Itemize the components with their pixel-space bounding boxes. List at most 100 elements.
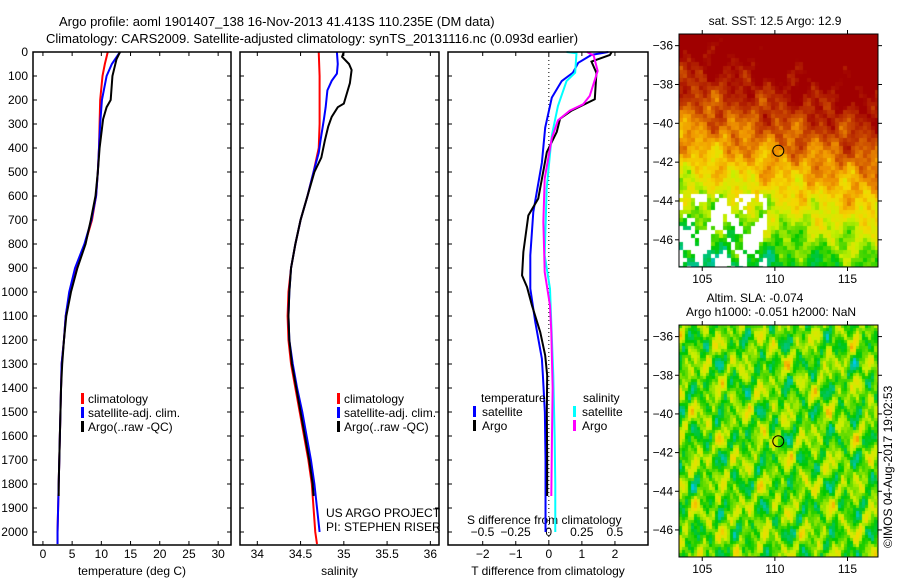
s-tick-label: −0.5 [471, 525, 495, 539]
plot-frame [447, 51, 649, 546]
x-tick-label: 0 [545, 547, 552, 561]
map-y-tick-label: −46 [653, 233, 674, 247]
map-y-tick-label: −44 [653, 194, 674, 208]
map-y-tick-label: −36 [653, 330, 674, 344]
sla-map [679, 325, 878, 557]
y-tick-label: 1000 [1, 285, 28, 299]
y-tick-label: 800 [8, 237, 28, 251]
legend-label: Argo [482, 419, 508, 433]
x-tick-label: 15 [124, 547, 138, 561]
sst-map [679, 34, 878, 267]
legend-swatch [81, 407, 84, 418]
legend-swatch [337, 407, 340, 418]
credit-project: US ARGO PROJECT [326, 506, 441, 520]
legend-swatch [337, 393, 340, 404]
s-tick-label: −0.25 [500, 525, 531, 539]
series-line [287, 51, 353, 497]
map-y-tick-label: −38 [653, 368, 674, 382]
x-tick-label: 10 [95, 547, 109, 561]
plot-frame [239, 51, 440, 546]
x-tick-label: 35.5 [375, 547, 399, 561]
map-x-tick-label: 115 [838, 272, 857, 286]
legend-swatch [337, 421, 340, 432]
legend-label: Argo(..raw -QC) [88, 420, 173, 434]
x-tick-label: 30 [211, 547, 225, 561]
x-tick-label: 0 [40, 547, 47, 561]
timestamp: ©IMOS 04-Aug-2017 19:02:53 [881, 385, 895, 548]
y-tick-label: 700 [8, 213, 28, 227]
y-tick-label: 600 [8, 189, 28, 203]
x-tick-label: 2 [612, 547, 619, 561]
title-line-2: Climatology: CARS2009. Satellite-adjuste… [46, 31, 578, 46]
map-y-tick-label: −46 [653, 523, 674, 537]
x-tick-label: −1 [509, 547, 523, 561]
y-tick-label: 1600 [1, 429, 28, 443]
y-tick-label: 100 [8, 69, 28, 83]
legend-header: temperature [481, 391, 546, 405]
series-line [287, 51, 339, 533]
y-tick-label: 1900 [1, 501, 28, 515]
series-line [56, 51, 121, 544]
legend-label: satellite-adj. clim. [344, 406, 436, 420]
x-tick-label: 5 [69, 547, 76, 561]
legend-label: satellite [482, 405, 523, 419]
series-line [529, 51, 609, 532]
s-tick-label: 0.25 [570, 525, 594, 539]
y-tick-label: 1800 [1, 477, 28, 491]
series-line [543, 51, 578, 532]
legend-swatch [473, 406, 476, 417]
s-tick-label: 0 [545, 525, 552, 539]
map-y-tick-label: −40 [653, 116, 674, 130]
series-line [521, 51, 613, 496]
legend-header: salinity [583, 391, 620, 405]
legend-label: climatology [344, 392, 404, 406]
y-tick-label: 200 [8, 93, 28, 107]
s-tick-label: 0.5 [607, 525, 624, 539]
y-tick-label: 0 [21, 45, 28, 59]
x-tick-label: 34 [251, 547, 265, 561]
legend-label: Argo [582, 419, 608, 433]
y-tick-label: 300 [8, 117, 28, 131]
legend-label: satellite-adj. clim. [88, 406, 180, 420]
legend-swatch [81, 393, 84, 404]
legend-swatch [81, 421, 84, 432]
y-tick-label: 2000 [1, 525, 28, 539]
map-x-tick-label: 105 [692, 562, 712, 576]
legend-swatch [573, 406, 576, 417]
map-x-tick-label: 110 [765, 562, 784, 576]
s-axis-label: S difference from climatology [467, 513, 622, 527]
argo-location-marker [772, 435, 785, 448]
map-x-tick-label: 105 [692, 272, 712, 286]
y-tick-label: 1500 [1, 405, 28, 419]
credit-pi: PI: STEPHEN RISER [326, 520, 441, 534]
sla-map-title: Altim. SLA: -0.074 [707, 291, 804, 305]
y-tick-label: 1100 [2, 309, 28, 323]
sla-map-frame [678, 324, 879, 558]
sst-map-frame [678, 33, 879, 268]
x-tick-label: 34.5 [289, 547, 313, 561]
map-y-tick-label: −40 [653, 407, 674, 421]
y-tick-label: 1400 [1, 381, 28, 395]
x-axis-label: temperature (deg C) [78, 564, 186, 578]
y-tick-label: 400 [8, 141, 28, 155]
map-y-tick-label: −38 [653, 77, 674, 91]
map-y-tick-label: −42 [653, 155, 674, 169]
y-tick-label: 1700 [1, 453, 28, 467]
series-line [542, 51, 599, 497]
x-axis-label: salinity [321, 564, 358, 578]
x-tick-label: 36 [424, 547, 438, 561]
legend-label: satellite [582, 405, 623, 419]
y-tick-label: 1300 [1, 357, 28, 371]
map-y-tick-label: −44 [653, 484, 674, 498]
plot-frame [32, 51, 232, 546]
series-line [57, 51, 121, 496]
y-tick-label: 900 [8, 261, 28, 275]
map-y-tick-label: −36 [653, 39, 674, 53]
y-tick-label: 1200 [1, 333, 28, 347]
map-y-tick-label: −42 [653, 446, 674, 460]
map-x-tick-label: 115 [838, 562, 857, 576]
legend-swatch [473, 420, 476, 431]
title-line-1: Argo profile: aoml 1901407_138 16-Nov-20… [59, 14, 495, 29]
legend-label: climatology [88, 392, 148, 406]
